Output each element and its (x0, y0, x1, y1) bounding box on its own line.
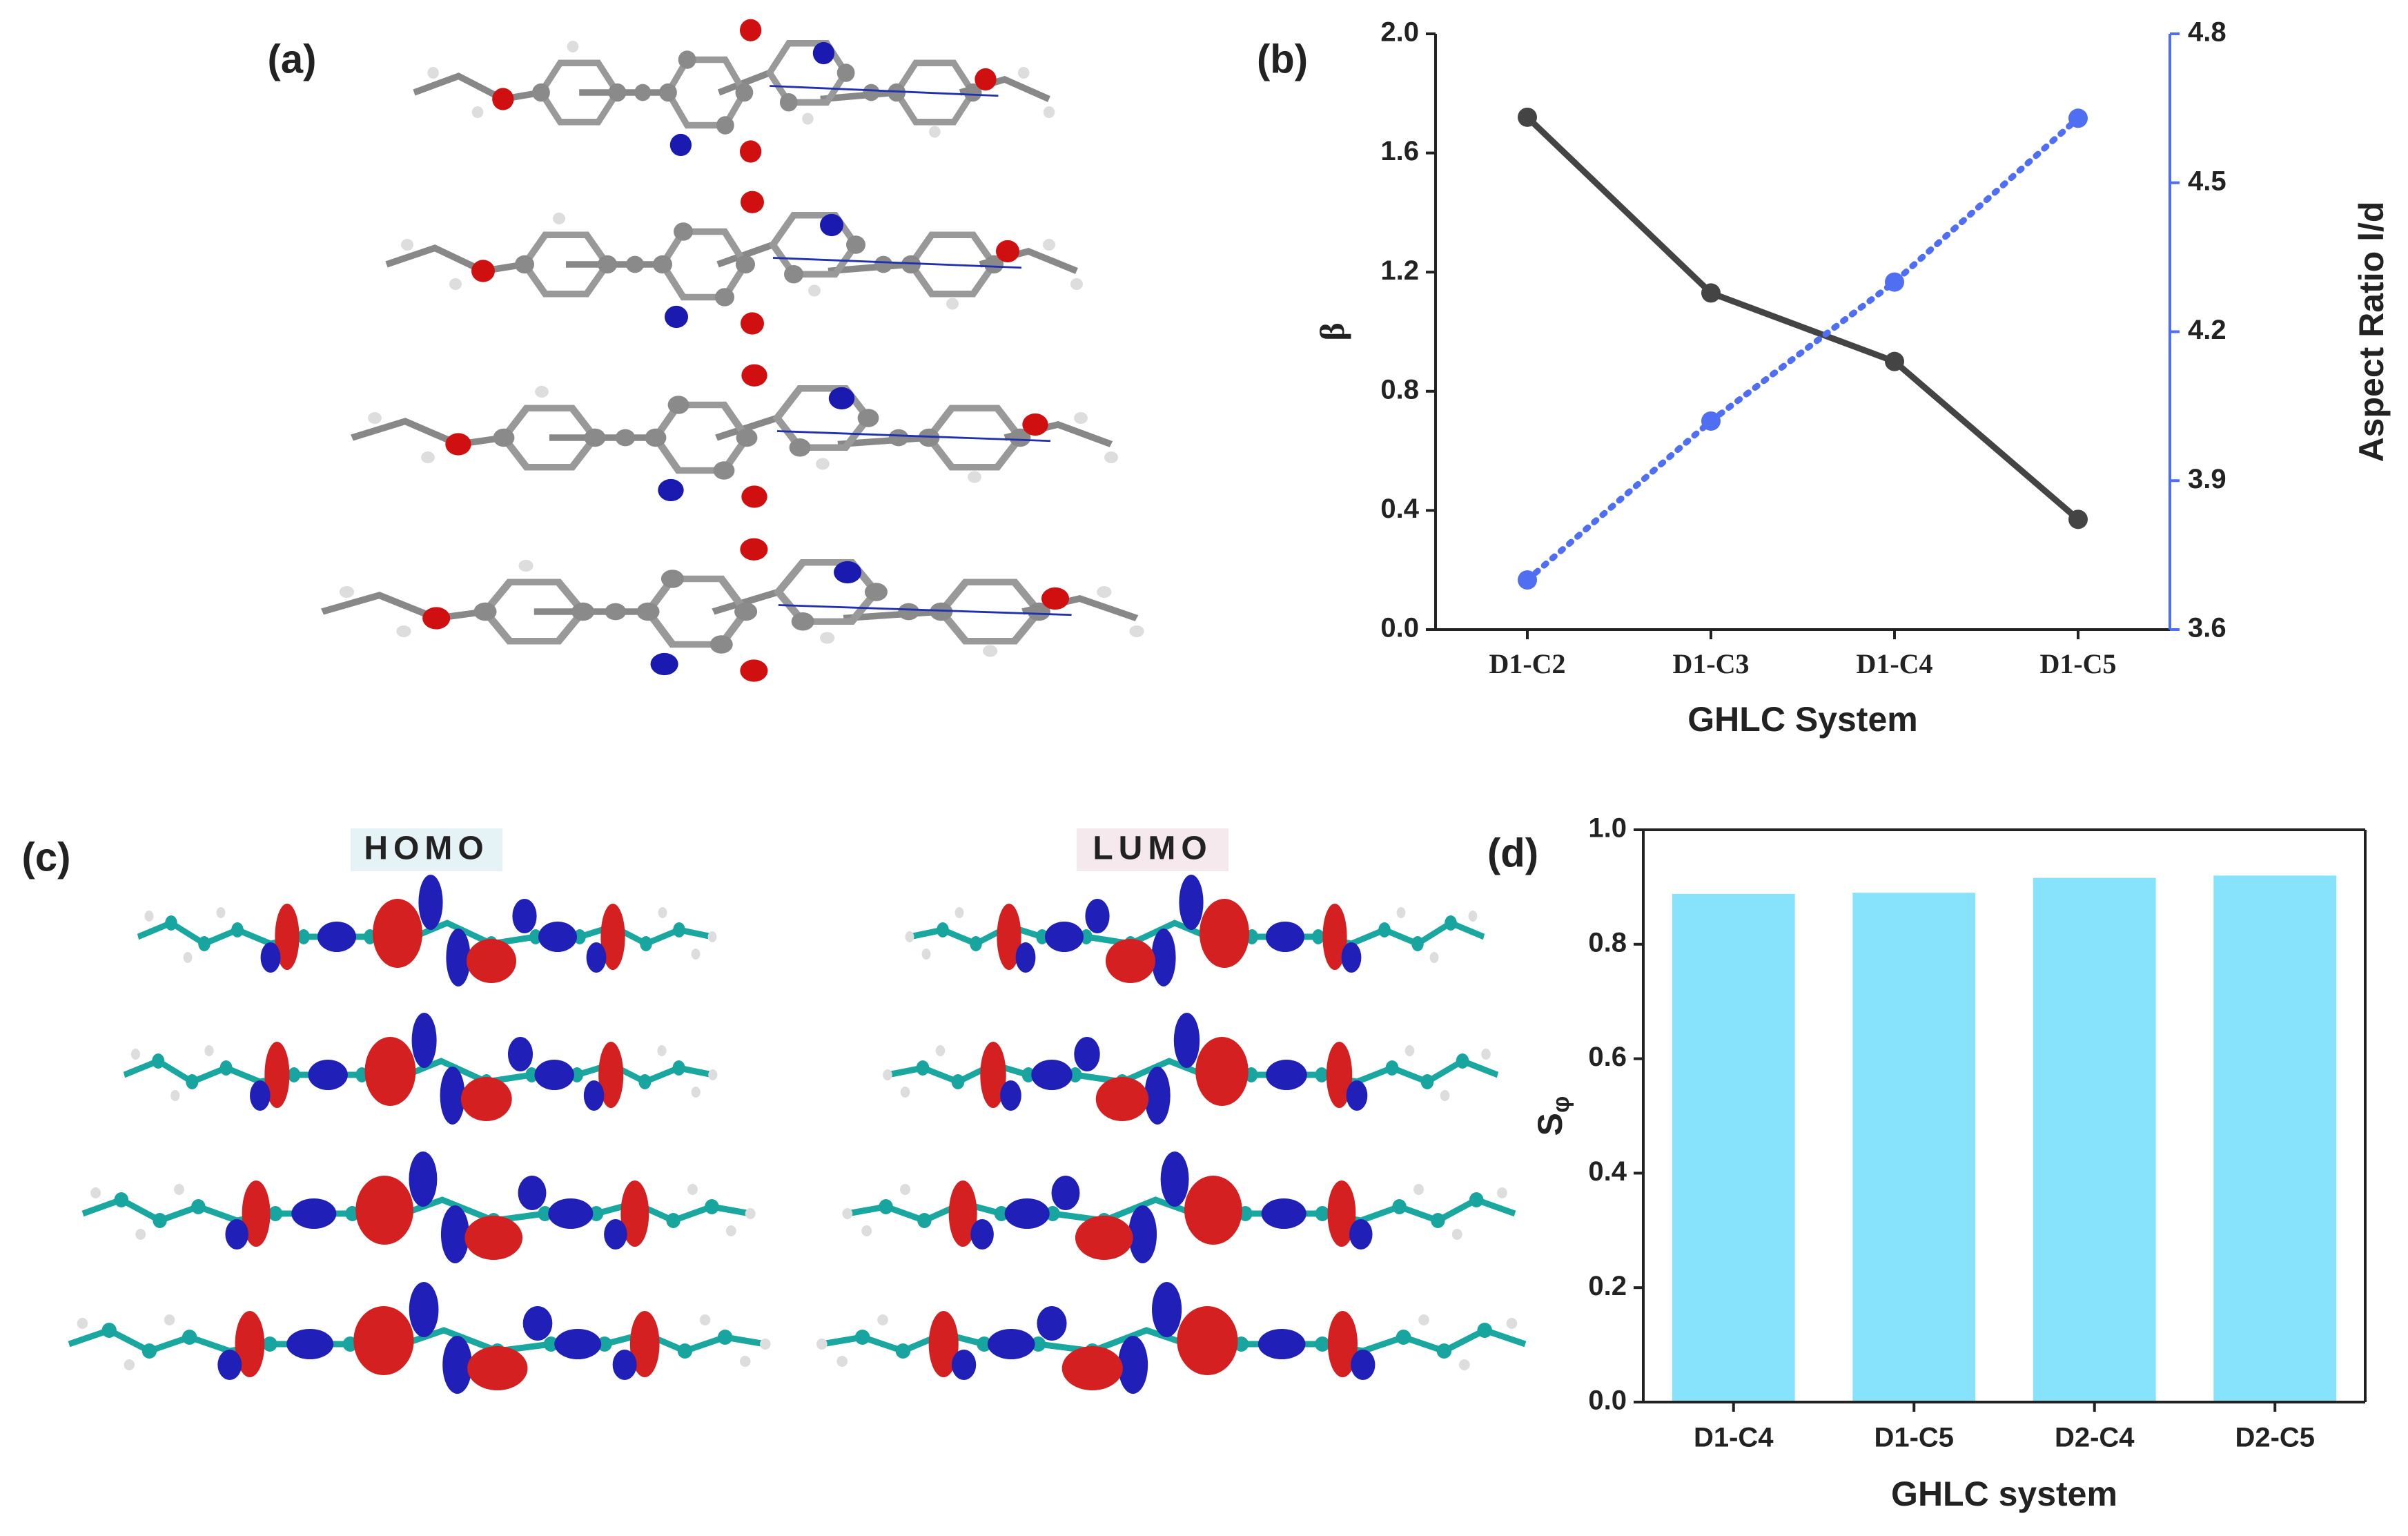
molecule (352, 364, 1118, 508)
orbital-molecule (883, 1013, 1498, 1125)
x-tick-label: D1-C5 (1874, 1423, 1954, 1453)
y-tick-label: 0.4 (1588, 1156, 1627, 1187)
y-axis-title-text: β (1313, 322, 1351, 340)
y-tick-label: 0.0 (1588, 1386, 1627, 1416)
orbital-molecule (83, 1151, 756, 1263)
y2-tick-label: 3.9 (2188, 464, 2226, 494)
y-tick-label: 2.0 (1380, 17, 1419, 48)
point (1518, 107, 1537, 127)
y-axis-title: Sφ (1531, 1096, 1574, 1136)
orbital-molecule (906, 875, 1484, 986)
orbital-molecule (124, 1013, 717, 1125)
molecule (322, 538, 1144, 682)
label-backdrop (351, 828, 502, 871)
y-axis-title-subscript: φ (1548, 1096, 1574, 1113)
point (1518, 570, 1537, 590)
bar (2033, 877, 2156, 1402)
bar (1672, 893, 1795, 1402)
bar (1852, 893, 1976, 1402)
series-line (1524, 114, 2082, 523)
y-tick-label: 0.6 (1588, 1042, 1627, 1072)
orbital-label: LUMO (1093, 830, 1212, 867)
x-tick-label: D1-C2 (1489, 648, 1565, 679)
y-tick-label: 0.0 (1380, 613, 1419, 643)
y-tick-label: 1.2 (1380, 255, 1419, 286)
series-line (1524, 115, 2082, 583)
orbital-molecule (816, 1282, 1525, 1394)
y-axis-title: β (1313, 322, 1351, 340)
molecule (386, 191, 1083, 335)
orbital-molecule (138, 875, 716, 986)
y-tick-label: 0.2 (1588, 1271, 1627, 1301)
point (1701, 411, 1721, 431)
x-tick-label: D1-C4 (1694, 1423, 1774, 1453)
y2-tick-label: 3.6 (2188, 613, 2226, 643)
x-axis-title: GHLC system (1891, 1475, 2117, 1513)
x-tick-label: D2-C4 (2055, 1423, 2135, 1453)
y2-tick-label: 4.5 (2188, 166, 2226, 196)
point (1885, 272, 1904, 292)
y2-tick-label: 4.8 (2188, 17, 2226, 48)
x-tick-label: D1-C4 (1856, 648, 1932, 679)
y2-axis-title: Aspect Ratio l/d (2352, 202, 2391, 463)
bar (2213, 875, 2337, 1402)
panel-label: (a) (268, 37, 317, 81)
panel-label: (b) (1257, 37, 1308, 81)
point (1885, 351, 1904, 371)
molecule (414, 19, 1055, 163)
y-tick-label: 0.8 (1380, 374, 1419, 405)
y-tick-label: 0.8 (1588, 927, 1627, 957)
orbital-molecule (842, 1151, 1515, 1263)
y-axis-title-text: S (1531, 1113, 1569, 1136)
y2-tick-label: 4.2 (2188, 315, 2226, 345)
label-backdrop (1077, 828, 1229, 871)
point (1701, 283, 1721, 303)
x-tick-label: D2-C5 (2235, 1423, 2315, 1453)
point (2068, 108, 2088, 128)
x-tick-label: D1-C3 (1672, 648, 1749, 679)
orbital-label: HOMO (364, 830, 489, 867)
panel-label: (d) (1487, 830, 1538, 875)
x-axis-title: GHLC System (1687, 700, 1917, 739)
point (2068, 509, 2088, 529)
y-tick-label: 1.6 (1380, 136, 1419, 166)
y-tick-label: 1.0 (1588, 813, 1627, 844)
panel-label: (c) (22, 835, 71, 879)
x-tick-label: D1-C5 (2039, 648, 2116, 679)
y-tick-label: 0.4 (1380, 494, 1419, 524)
orbital-molecule (69, 1282, 771, 1394)
